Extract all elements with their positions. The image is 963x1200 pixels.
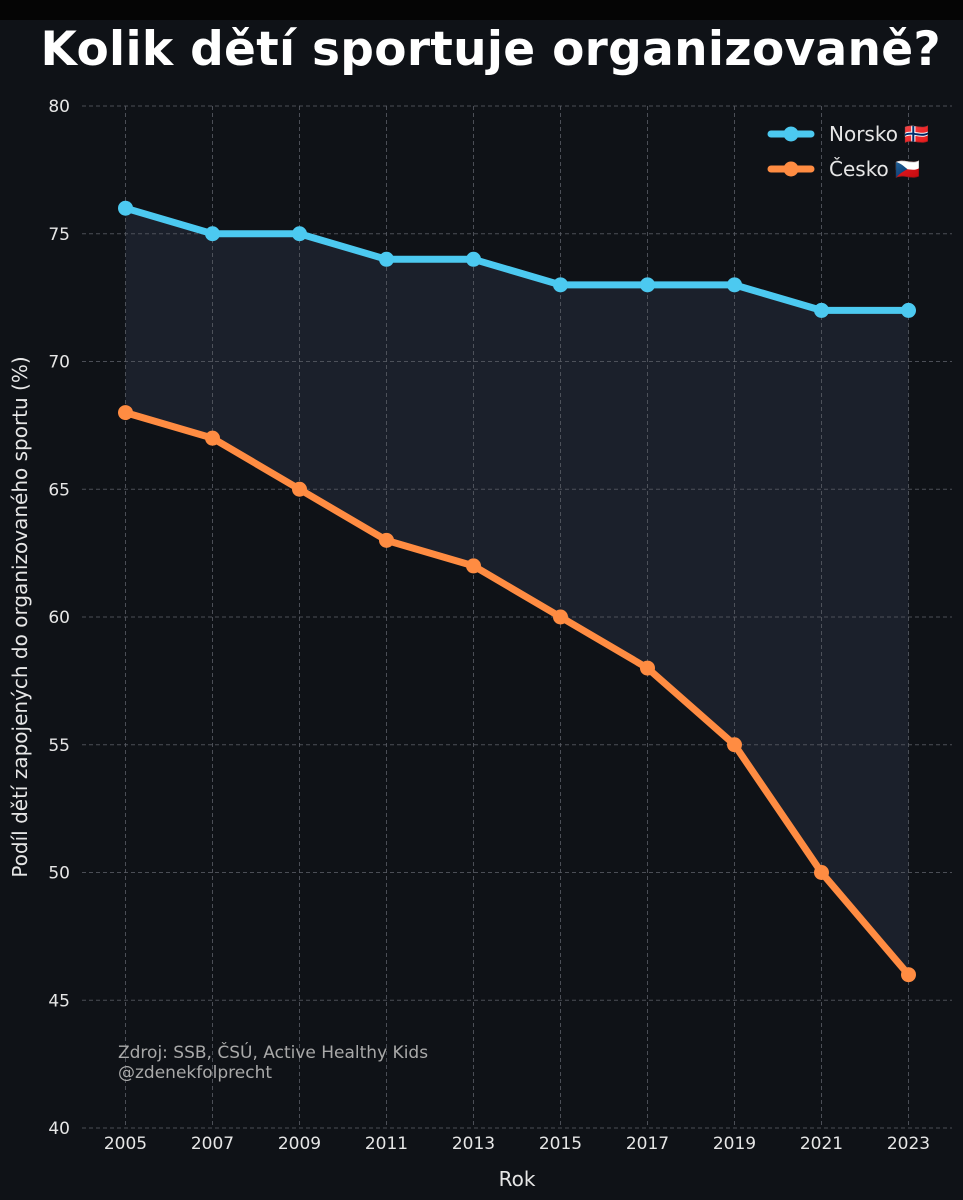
data-point bbox=[814, 865, 829, 880]
series-line-1 bbox=[122, 409, 912, 979]
data-point bbox=[292, 226, 307, 242]
y-tick-label: 45 bbox=[48, 991, 70, 1011]
legend-label: Česko 🇨🇿 bbox=[829, 157, 920, 181]
data-point bbox=[553, 609, 568, 625]
series-line-0 bbox=[122, 204, 912, 314]
data-point bbox=[118, 405, 133, 421]
y-tick-label: 60 bbox=[48, 608, 70, 628]
data-point bbox=[553, 277, 568, 293]
data-point bbox=[466, 558, 481, 574]
data-point bbox=[727, 737, 742, 753]
x-tick-label: 2015 bbox=[539, 1134, 582, 1154]
x-tick-label: 2011 bbox=[365, 1134, 408, 1154]
data-point bbox=[292, 481, 307, 497]
legend-label: Norsko 🇳🇴 bbox=[829, 122, 929, 146]
y-axis-label: Podíl dětí zapojených do organizovaného … bbox=[8, 356, 32, 877]
x-tick-label: 2005 bbox=[104, 1134, 147, 1154]
y-tick-label: 55 bbox=[48, 736, 70, 756]
data-point bbox=[640, 660, 655, 676]
x-tick-label: 2017 bbox=[626, 1134, 669, 1154]
chart-title: Kolik dětí sportuje organizovaně? bbox=[40, 22, 941, 77]
y-tick-label: 50 bbox=[48, 864, 70, 884]
y-tick-label: 80 bbox=[48, 97, 70, 117]
data-point bbox=[466, 251, 481, 267]
legend-swatch-marker bbox=[783, 126, 799, 142]
source-annotation: Zdroj: SSB, ČSÚ, Active Healthy Kids bbox=[118, 1041, 428, 1063]
data-point bbox=[727, 277, 742, 293]
x-tick-label: 2023 bbox=[887, 1134, 930, 1154]
data-point bbox=[205, 430, 220, 446]
x-tick-label: 2019 bbox=[713, 1134, 756, 1154]
x-tick-label: 2013 bbox=[452, 1134, 495, 1154]
y-tick-label: 70 bbox=[48, 353, 70, 373]
data-point bbox=[814, 302, 829, 318]
handle-annotation: @zdenekfolprecht bbox=[118, 1063, 272, 1083]
y-tick-label: 75 bbox=[48, 225, 70, 245]
data-point bbox=[379, 251, 394, 267]
data-point bbox=[118, 200, 133, 216]
x-tick-label: 2009 bbox=[278, 1134, 321, 1154]
data-point bbox=[901, 967, 916, 983]
top-bar bbox=[0, 0, 963, 20]
data-point bbox=[901, 302, 916, 318]
x-tick-label: 2021 bbox=[800, 1134, 843, 1154]
data-point bbox=[640, 277, 655, 293]
y-tick-label: 65 bbox=[48, 480, 70, 500]
y-tick-label: 40 bbox=[48, 1119, 70, 1139]
x-tick-label: 2007 bbox=[191, 1134, 234, 1154]
data-point bbox=[379, 532, 394, 548]
data-point bbox=[205, 226, 220, 242]
legend-swatch-marker bbox=[783, 161, 799, 177]
x-axis-label: Rok bbox=[499, 1167, 536, 1191]
